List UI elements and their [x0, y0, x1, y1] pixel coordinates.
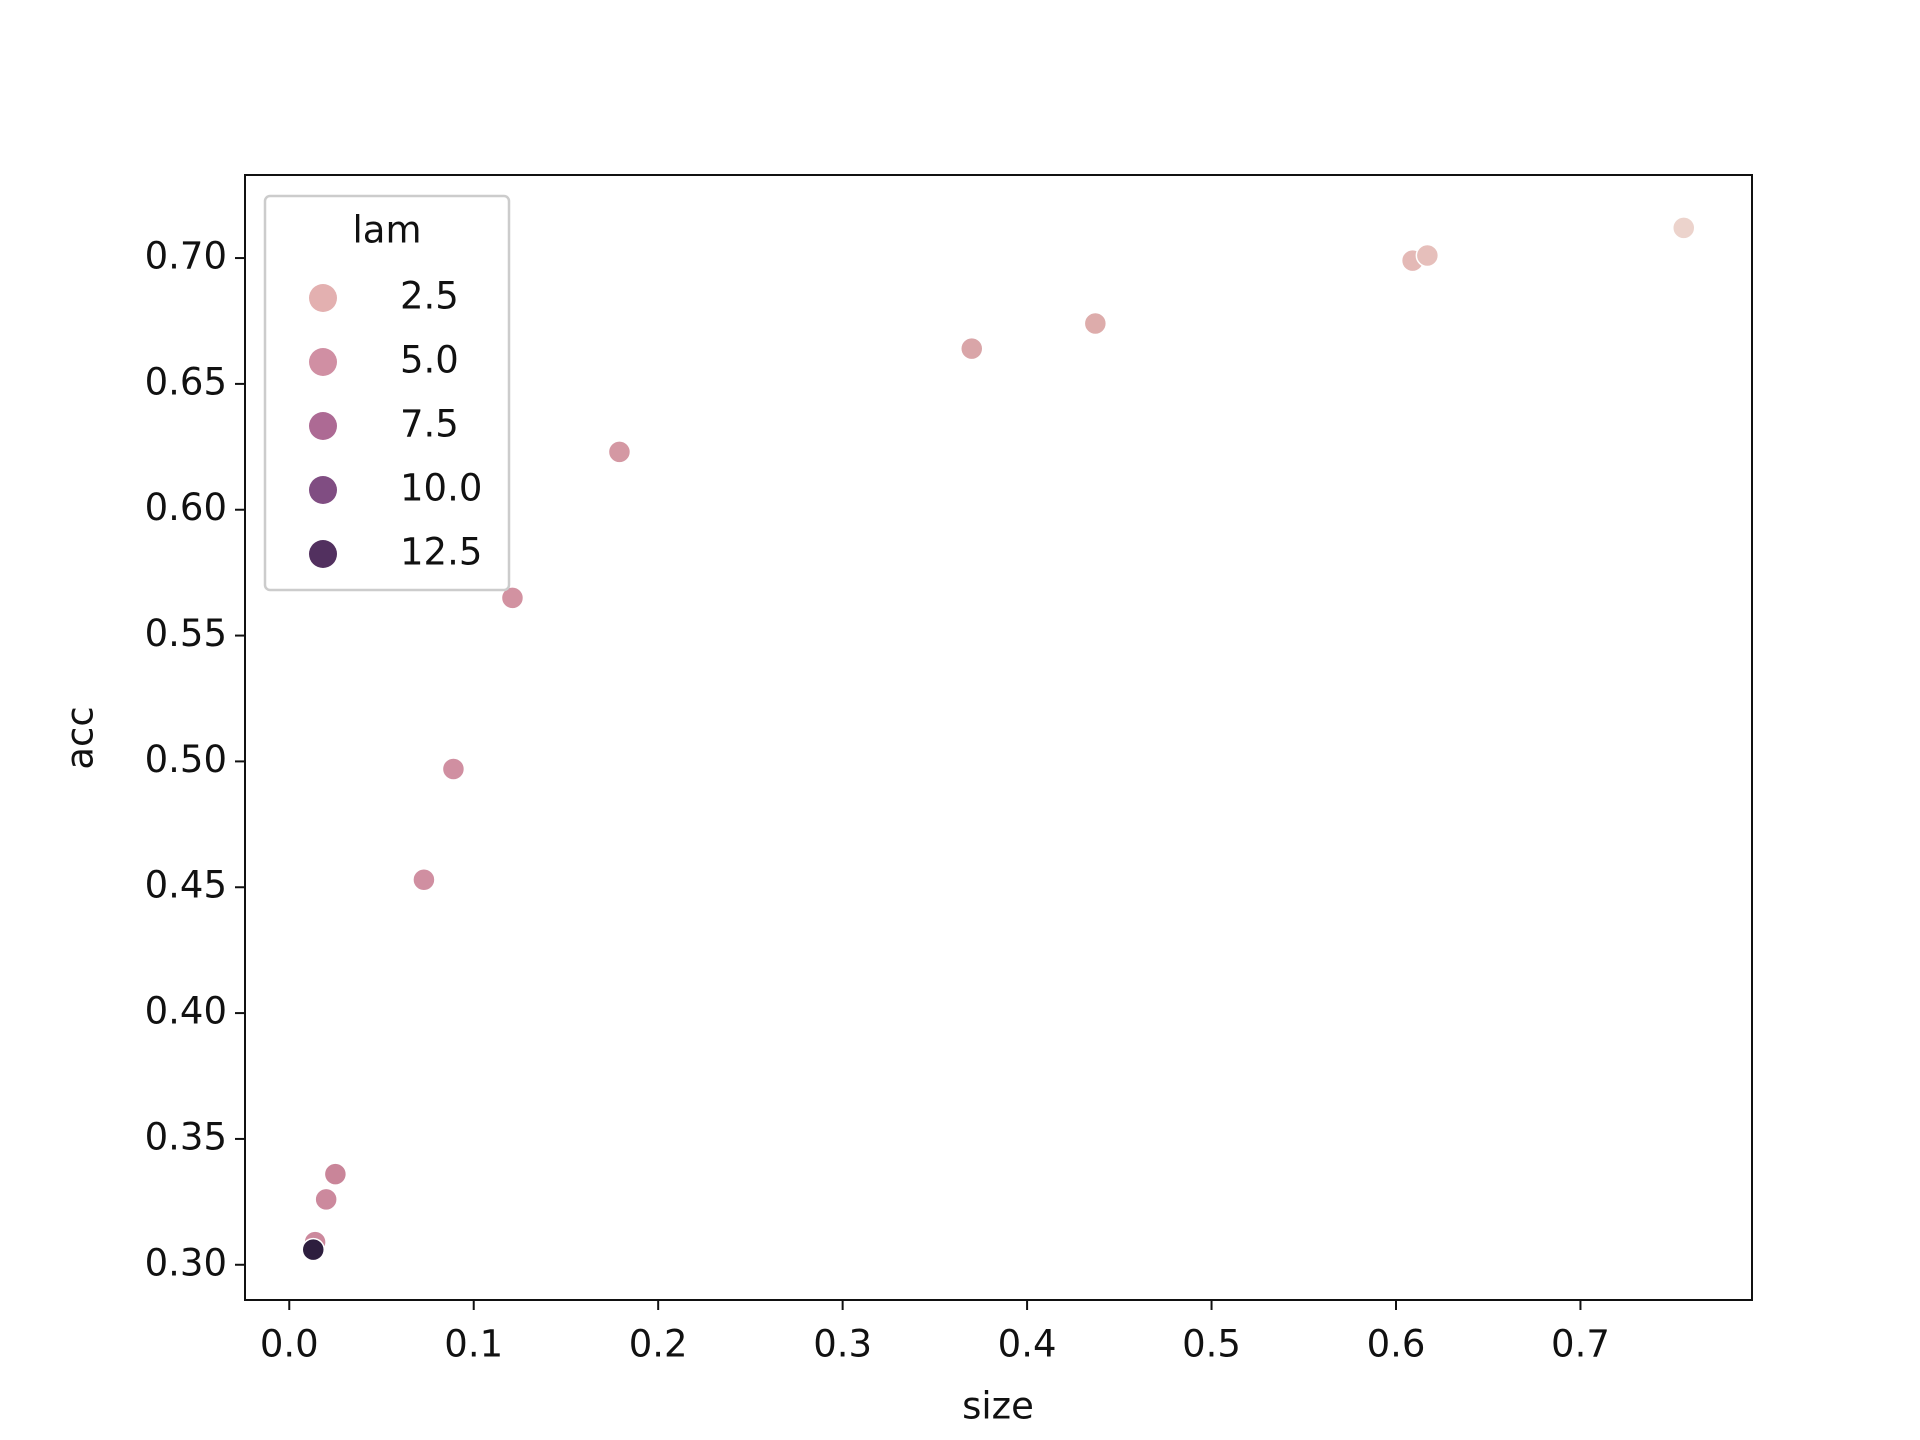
legend-marker	[309, 284, 337, 312]
y-tick-label: 0.55	[145, 612, 227, 655]
x-tick-label: 0.1	[444, 1323, 503, 1366]
point	[441, 757, 466, 781]
point	[1672, 216, 1696, 240]
y-tick-label: 0.30	[145, 1241, 227, 1284]
legend-marker	[309, 348, 337, 376]
legend-marker	[309, 540, 337, 568]
point	[314, 1187, 338, 1212]
x-tick-label: 0.0	[260, 1323, 319, 1366]
y-tick-label: 0.70	[145, 235, 227, 278]
plot-frame	[244, 174, 1753, 1301]
legend-label: 2.5	[400, 275, 459, 318]
x-tick-label: 0.2	[629, 1323, 688, 1366]
legend-marker	[309, 476, 337, 504]
x-axis-label: size	[962, 1385, 1034, 1428]
x-tick-label: 0.7	[1551, 1323, 1610, 1366]
point	[1083, 311, 1108, 336]
point	[301, 1237, 325, 1262]
legend-label: 12.5	[400, 531, 482, 574]
point	[607, 440, 632, 464]
point	[500, 586, 525, 610]
legend-title: lam	[353, 209, 422, 252]
x-tick-label: 0.4	[998, 1323, 1057, 1366]
y-axis-label: acc	[59, 706, 102, 769]
y-tick-label: 0.60	[145, 486, 227, 529]
legend-label: 5.0	[400, 339, 459, 382]
x-tick-label: 0.5	[1182, 1323, 1241, 1366]
y-tick-label: 0.50	[145, 738, 227, 781]
y-tick-label: 0.65	[145, 360, 227, 403]
point	[960, 336, 984, 361]
x-tick-label: 0.3	[813, 1323, 872, 1366]
point	[323, 1162, 348, 1186]
x-tick-label: 0.6	[1367, 1323, 1426, 1366]
point	[412, 867, 436, 892]
y-tick-label: 0.35	[145, 1115, 227, 1158]
legend-marker	[309, 412, 337, 440]
point	[1415, 243, 1440, 268]
legend-label: 7.5	[400, 403, 459, 446]
y-tick-label: 0.40	[145, 990, 227, 1033]
y-tick-label: 0.45	[145, 864, 227, 907]
legend-label: 10.0	[400, 467, 482, 510]
